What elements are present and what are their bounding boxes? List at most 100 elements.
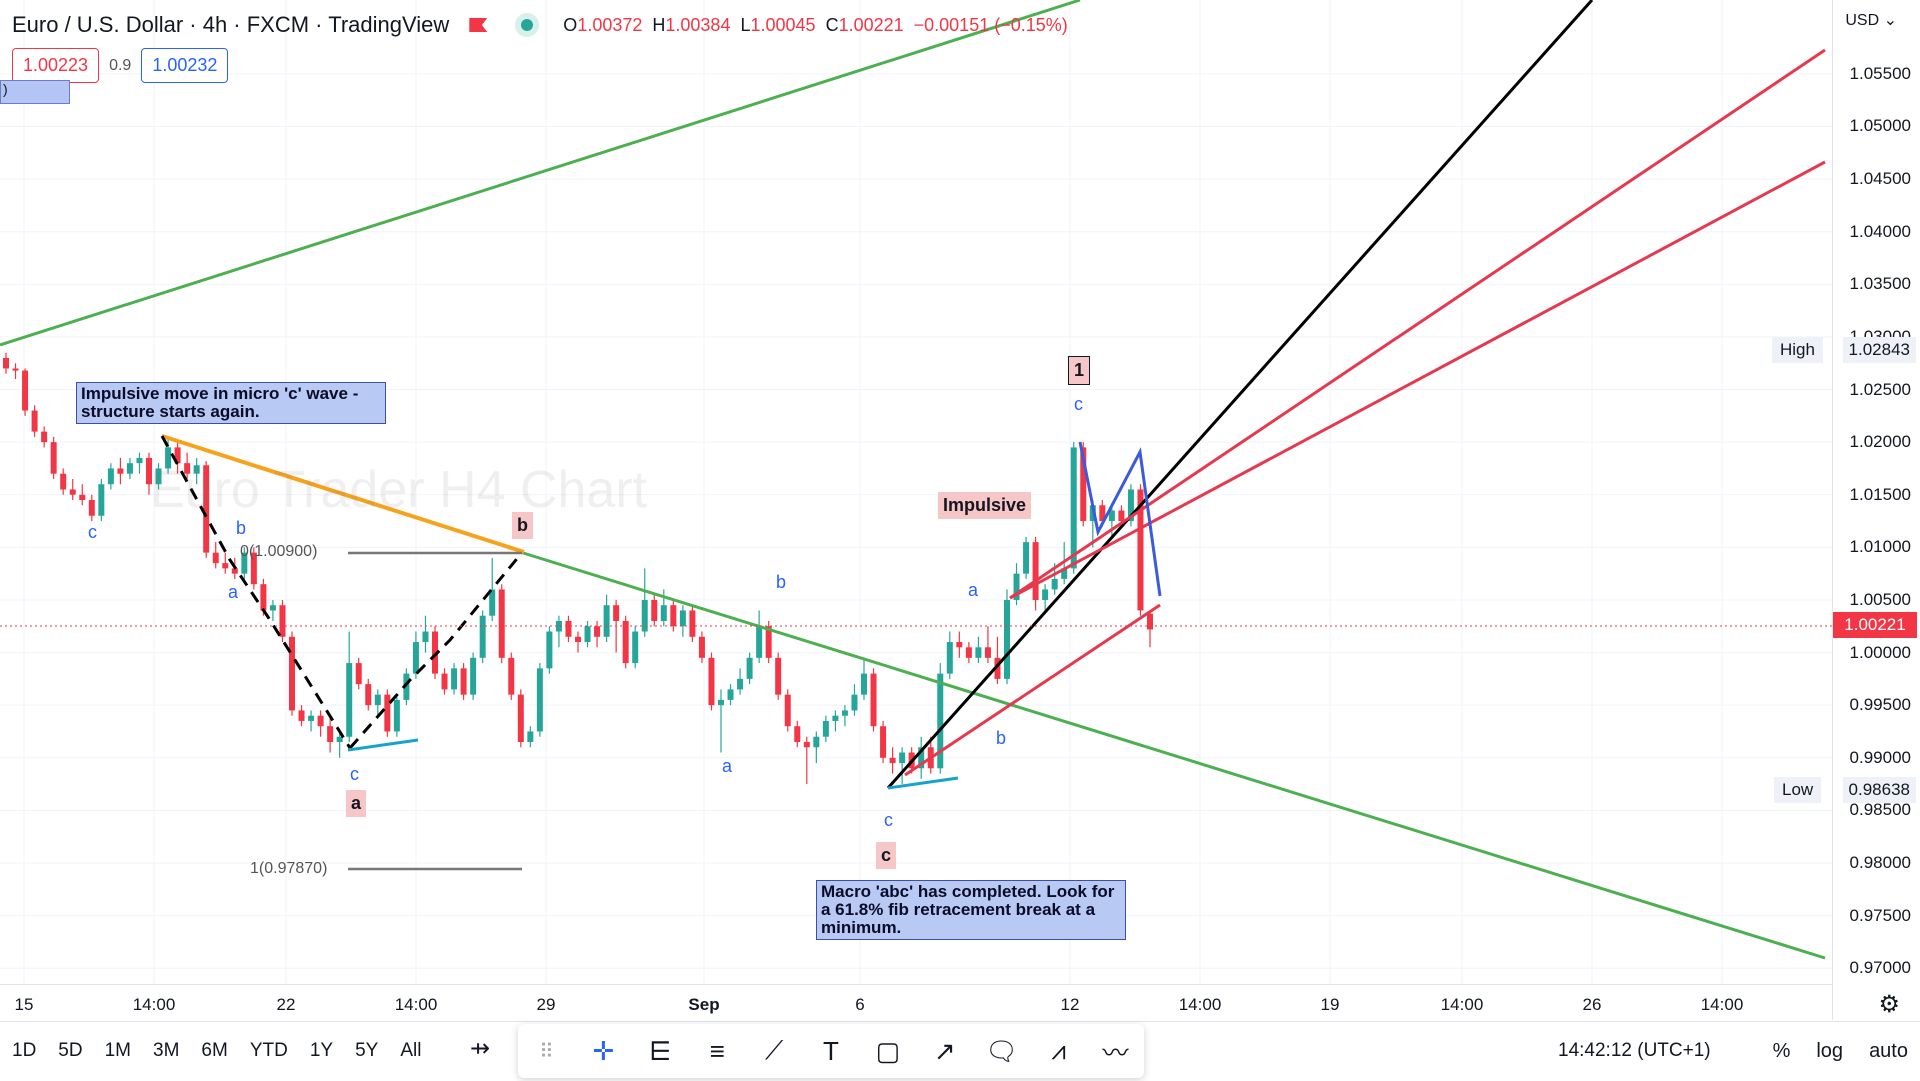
- red-channel-upper: [1009, 48, 1826, 600]
- range-5y-button[interactable]: 5Y: [355, 1040, 379, 1061]
- arrow-icon[interactable]: ↗: [933, 1035, 956, 1066]
- candle: [517, 689, 524, 748]
- candle: [956, 631, 963, 658]
- settings-gear-icon[interactable]: ⚙: [1878, 991, 1900, 1018]
- price-axis[interactable]: USD ⌄ 1.05500 1.05000 1.04500 1.04000 1.0350…: [1832, 0, 1920, 1020]
- candle: [1070, 442, 1077, 574]
- currency-selector[interactable]: USD ⌄: [1845, 12, 1897, 29]
- clock[interactable]: 14:42:12 (UTC+1): [1558, 1040, 1711, 1061]
- wave-label[interactable]: b: [996, 728, 1007, 748]
- price-tick: 1.01000: [1849, 537, 1911, 557]
- fib-label-0: 0(1.00900): [240, 543, 318, 560]
- candle: [451, 663, 458, 695]
- callout-icon[interactable]: 🗨: [985, 1035, 1019, 1066]
- wave-label[interactable]: c: [884, 810, 893, 830]
- wave-label[interactable]: c: [1074, 394, 1083, 414]
- candle: [60, 468, 67, 495]
- range-all-button[interactable]: All: [400, 1040, 422, 1061]
- candle: [803, 736, 810, 785]
- note-micro-c[interactable]: Impulsive move in micro 'c' wave - struc…: [76, 382, 386, 424]
- candle: [384, 689, 391, 737]
- hidden-panel-stub[interactable]: ): [0, 80, 70, 104]
- candle: [3, 352, 9, 374]
- wave-label[interactable]: b: [776, 572, 787, 592]
- range-1d-button[interactable]: 1D: [12, 1040, 37, 1061]
- candle: [813, 731, 820, 764]
- time-tick: 15: [14, 995, 34, 1014]
- candle: [432, 626, 438, 679]
- text-tool-icon[interactable]: T: [823, 1035, 839, 1066]
- wave-label[interactable]: a: [968, 580, 979, 600]
- horizontal-lines-icon[interactable]: ≡: [709, 1035, 725, 1066]
- tag-impulsive[interactable]: Impulsive: [938, 492, 1032, 519]
- candle: [870, 668, 877, 732]
- candle: [1127, 484, 1134, 527]
- rectangle-icon[interactable]: ▢: [875, 1035, 901, 1066]
- range-ytd-button[interactable]: YTD: [249, 1040, 288, 1061]
- abc-pattern-icon[interactable]: ⩘: [1051, 1035, 1066, 1065]
- price-tick: 0.97000: [1849, 958, 1911, 978]
- candle: [193, 457, 200, 485]
- time-tick: 19: [1320, 995, 1340, 1014]
- fib-tool-icon[interactable]: ⋿: [648, 1035, 672, 1066]
- orange-trendline: [161, 434, 525, 554]
- price-tick: 1.00000: [1849, 642, 1911, 662]
- candle: [212, 542, 219, 569]
- candle: [737, 668, 744, 695]
- wave-label[interactable]: a: [228, 582, 239, 602]
- log-toggle[interactable]: log: [1816, 1040, 1844, 1062]
- candle: [689, 605, 696, 643]
- time-tick: 14:00: [1700, 995, 1744, 1014]
- range-3m-button[interactable]: 3M: [153, 1040, 180, 1061]
- range-1y-button[interactable]: 1Y: [309, 1040, 334, 1061]
- green-trendline-upper: [0, 0, 1081, 347]
- buy-button[interactable]: 1.00232: [141, 48, 229, 83]
- candle: [41, 426, 48, 448]
- wave-pattern-icon[interactable]: 〰: [1102, 1037, 1129, 1068]
- tag-macro-c[interactable]: c: [876, 842, 897, 869]
- tag-wave-1[interactable]: 1: [1068, 356, 1091, 385]
- go-to-date-icon[interactable]: ⇸: [470, 1035, 491, 1062]
- time-tick: 14:00: [1178, 995, 1222, 1014]
- time-tick: 14:00: [1440, 995, 1484, 1014]
- time-axis[interactable]: 15 14:00 22 14:00 29 Sep 6 12 14:00 19 14:00 26 14:0…: [0, 984, 1832, 1021]
- tag-macro-b[interactable]: b: [512, 512, 533, 539]
- low-tag-label: Low: [1774, 777, 1822, 803]
- range-5d-button[interactable]: 5D: [58, 1040, 83, 1061]
- candle: [832, 710, 839, 732]
- high-value: 1.00384: [665, 14, 731, 35]
- flag-icon[interactable]: [469, 18, 488, 32]
- candle: [555, 615, 562, 648]
- range-6m-button[interactable]: 6M: [201, 1040, 228, 1061]
- symbol-title[interactable]: Euro / U.S. Dollar · 4h · FXCM · Trading…: [12, 12, 450, 37]
- crosshair-icon[interactable]: ✛: [592, 1035, 615, 1066]
- candle: [412, 631, 419, 679]
- wave-label[interactable]: c: [88, 522, 97, 542]
- note-macro-abc[interactable]: Macro 'abc' has completed. Look for a 61…: [816, 880, 1126, 940]
- wave-label[interactable]: b: [236, 518, 247, 538]
- candle: [565, 615, 572, 643]
- wave-label[interactable]: a: [722, 756, 733, 776]
- auto-toggle[interactable]: auto: [1869, 1040, 1908, 1062]
- cyan-base-a: [347, 738, 419, 752]
- candle: [184, 452, 191, 479]
- candle: [632, 626, 639, 669]
- chart-watermark: Euro Trader H4 Chart: [150, 461, 648, 519]
- tag-macro-a[interactable]: a: [346, 790, 367, 817]
- percent-toggle[interactable]: %: [1772, 1040, 1791, 1062]
- range-1m-button[interactable]: 1M: [104, 1040, 131, 1061]
- dashed-wave-up: [348, 554, 522, 749]
- candle: [479, 610, 486, 664]
- candle: [727, 684, 734, 706]
- candle: [756, 610, 763, 664]
- candle: [546, 626, 553, 674]
- wave-label[interactable]: c: [350, 764, 359, 784]
- sell-button[interactable]: 1.00223: [12, 48, 100, 83]
- candle: [336, 731, 343, 758]
- blue-wave-pattern: [1078, 441, 1162, 597]
- drag-handle-icon[interactable]: ⠿: [539, 1040, 554, 1063]
- red-channel-base: [904, 603, 1161, 777]
- candle: [327, 715, 334, 753]
- trendline-icon[interactable]: ⟋: [764, 1035, 784, 1065]
